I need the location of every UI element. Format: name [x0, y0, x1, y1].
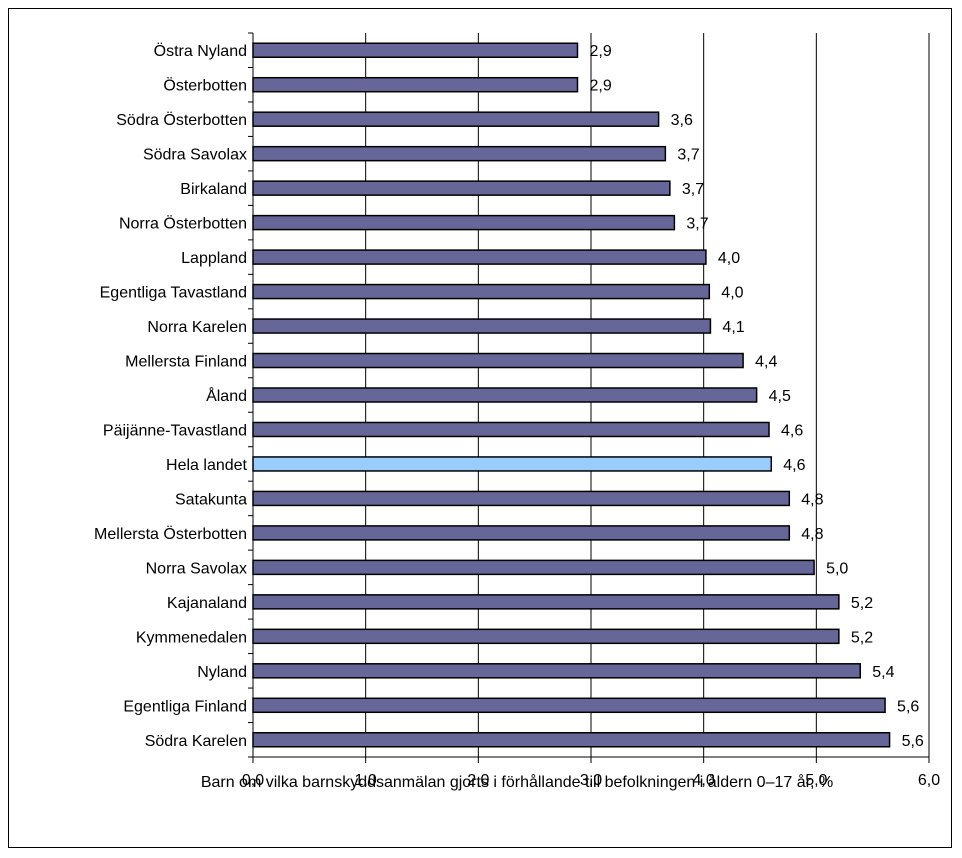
bar	[252, 628, 840, 645]
category-label: Kymmenedalen	[136, 629, 247, 646]
category-label: Kajanaland	[167, 595, 247, 612]
category-label: Mellersta Österbotten	[94, 525, 247, 543]
bars	[252, 42, 891, 748]
bar	[252, 283, 711, 300]
category-label: Östra Nyland	[154, 42, 247, 60]
bar	[252, 76, 579, 93]
x-tick-label: 3,0	[580, 772, 602, 789]
category-label: Norra Österbotten	[119, 215, 247, 233]
bar	[252, 421, 770, 438]
category-label: Satakunta	[175, 491, 247, 508]
data-label: 4,8	[801, 526, 823, 543]
category-label: Lappland	[181, 250, 247, 267]
bar	[252, 594, 840, 610]
bar	[252, 111, 660, 127]
data-label: 3,7	[686, 216, 708, 233]
x-tick-label: 2,0	[467, 772, 489, 789]
bar	[252, 318, 712, 334]
data-label: 4,6	[783, 457, 805, 474]
data-label: 5,2	[851, 595, 873, 612]
data-label: 4,4	[755, 354, 777, 371]
bar	[252, 387, 758, 403]
bar	[252, 352, 744, 369]
x-axis-label: Barn om vilka barnskyddsanmälan gjorts i…	[201, 773, 833, 791]
bar	[252, 697, 886, 714]
data-label: 4,5	[769, 388, 791, 405]
category-label: Egentliga Finland	[123, 698, 247, 715]
data-labels: 2,9 2,9 3,6 3,7 3,7 3,7 4,0 4,0 4,1 4,4 4,5 4,6 4,6 4…	[589, 43, 923, 750]
bar	[252, 490, 791, 507]
axes	[248, 32, 930, 763]
category-label: Södra Österbotten	[116, 111, 247, 129]
data-label: 3,6	[671, 112, 693, 129]
category-labels: Östra Nyland Österbotten Södra Österbotten…	[94, 42, 248, 750]
data-label: 3,7	[677, 147, 699, 164]
category-label: Åland	[206, 386, 247, 405]
data-label: 4,1	[722, 319, 744, 336]
data-label: 5,2	[851, 629, 873, 646]
category-label: Österbotten	[163, 77, 247, 95]
data-label: 2,9	[589, 43, 611, 60]
category-label: Södra Karelen	[145, 733, 247, 750]
bar	[252, 663, 862, 679]
data-label: 4,0	[718, 250, 740, 267]
data-label: 4,6	[781, 422, 803, 439]
data-label: 4,8	[801, 491, 823, 508]
category-label: Mellersta Finland	[125, 354, 247, 371]
category-label: Birkaland	[180, 181, 247, 198]
bar	[252, 214, 676, 231]
category-label: Södra Savolax	[143, 147, 247, 164]
chart-frame: Östra Nyland Österbotten Södra Österbotten…	[8, 8, 952, 848]
x-tick-label: 6,0	[918, 772, 940, 789]
data-label: 5,0	[826, 560, 848, 577]
bar	[252, 42, 579, 58]
x-tick-label: 4,0	[693, 772, 715, 789]
bar	[252, 145, 667, 162]
bar	[252, 249, 707, 265]
data-label: 3,7	[682, 181, 704, 198]
category-label: Hela landet	[166, 457, 248, 474]
category-label: Päijänne-Tavastland	[103, 422, 247, 439]
x-tick-label: 1,0	[355, 772, 377, 789]
data-label: 5,4	[872, 664, 894, 681]
x-tick-labels: 0,0 1,0 2,0 3,0 4,0 5,0 6,0	[242, 772, 940, 789]
bar	[252, 732, 891, 748]
data-label: 4,0	[721, 285, 743, 302]
category-label: Norra Savolax	[146, 560, 247, 577]
x-tick-label: 0,0	[242, 772, 264, 789]
category-label: Nyland	[197, 664, 247, 681]
bar	[252, 180, 671, 196]
category-label: Norra Karelen	[147, 319, 247, 336]
bar-chart: Östra Nyland Österbotten Södra Österbotten…	[94, 32, 940, 791]
bar	[252, 525, 791, 541]
data-label: 5,6	[902, 733, 924, 750]
bar	[252, 456, 773, 472]
x-tick-label: 5,0	[805, 772, 827, 789]
data-label: 2,9	[589, 78, 611, 95]
category-label: Egentliga Tavastland	[100, 285, 247, 302]
bar	[252, 559, 815, 576]
data-label: 5,6	[897, 698, 919, 715]
